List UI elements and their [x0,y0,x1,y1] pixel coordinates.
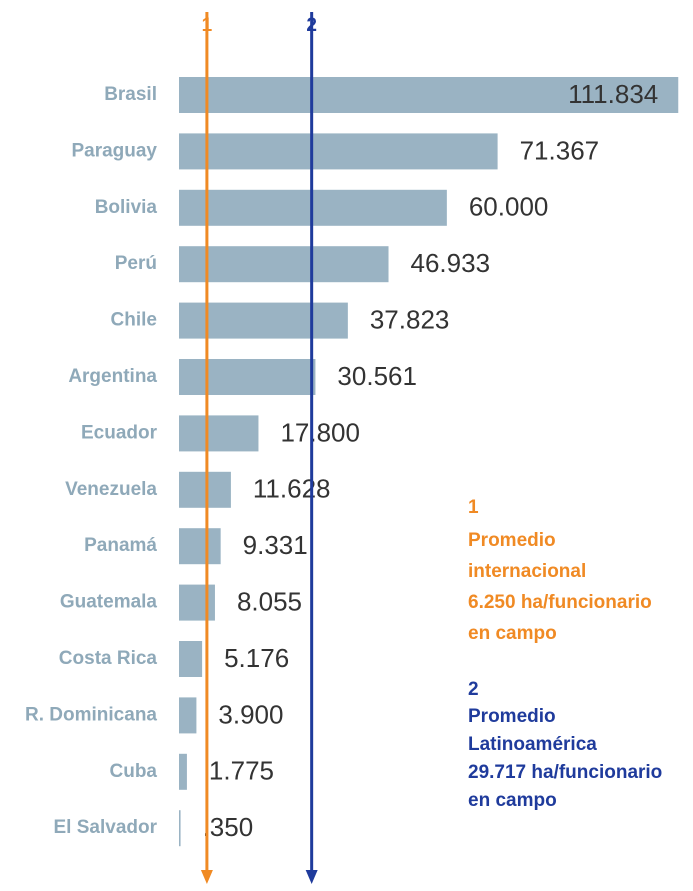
bar [179,302,348,339]
arrow-head [200,870,213,884]
value-label: 30.561 [337,361,417,391]
category-label: Brasil [104,84,157,105]
category-label: Perú [115,253,157,274]
value-label: .350 [203,812,254,842]
category-label: Venezuela [65,479,157,500]
annotation-text: Latinoamérica [468,734,597,755]
category-label: Ecuador [81,422,158,443]
annotation-text: Promedio [468,706,556,727]
bar [179,471,231,508]
bar [179,528,221,565]
bar [179,246,389,283]
value-label: 1.775 [209,756,274,786]
annotation-number: 2 [468,679,479,700]
category-label: Guatemala [60,592,158,613]
value-label: 46.933 [411,248,491,278]
category-label: Panamá [84,535,157,556]
category-label: R. Dominicana [25,704,157,725]
reference-number: 2 [306,15,317,36]
bar [179,641,203,677]
value-label: 3.900 [218,699,283,729]
annotation-text: 6.250 ha/funcionario [468,592,652,613]
value-label: 11.628 [253,474,331,504]
bar [179,753,187,790]
value-label: 5.176 [224,643,289,673]
arrow-head [305,870,318,884]
category-label: Cuba [110,761,158,782]
annotation-text: internacional [468,561,586,582]
annotation-text: en campo [468,790,557,811]
category-label: Chile [111,310,157,331]
category-label: El Salvador [54,817,158,838]
annotation-number: 1 [468,497,479,518]
bar [179,810,181,847]
category-label: Argentina [68,366,157,387]
bar [179,77,679,113]
category-label: Costa Rica [59,648,158,669]
bar [179,584,215,621]
value-label: 111.834 [568,79,658,109]
reference-number: 1 [202,15,213,36]
annotation-text: 29.717 ha/funcionario [468,762,662,783]
annotation-text: en campo [468,623,557,644]
annotation-text: Promedio [468,530,556,551]
bar [179,697,197,734]
bar [179,415,259,452]
bar [179,133,498,170]
value-label: 71.367 [520,135,600,165]
value-label: 17.800 [280,417,360,447]
bar [179,359,316,395]
category-label: Bolivia [95,197,158,218]
value-label: 9.331 [243,530,308,560]
category-label: Paraguay [71,140,157,161]
value-label: 8.055 [237,586,302,616]
value-label: 37.823 [370,304,450,334]
value-label: 60.000 [469,192,549,222]
